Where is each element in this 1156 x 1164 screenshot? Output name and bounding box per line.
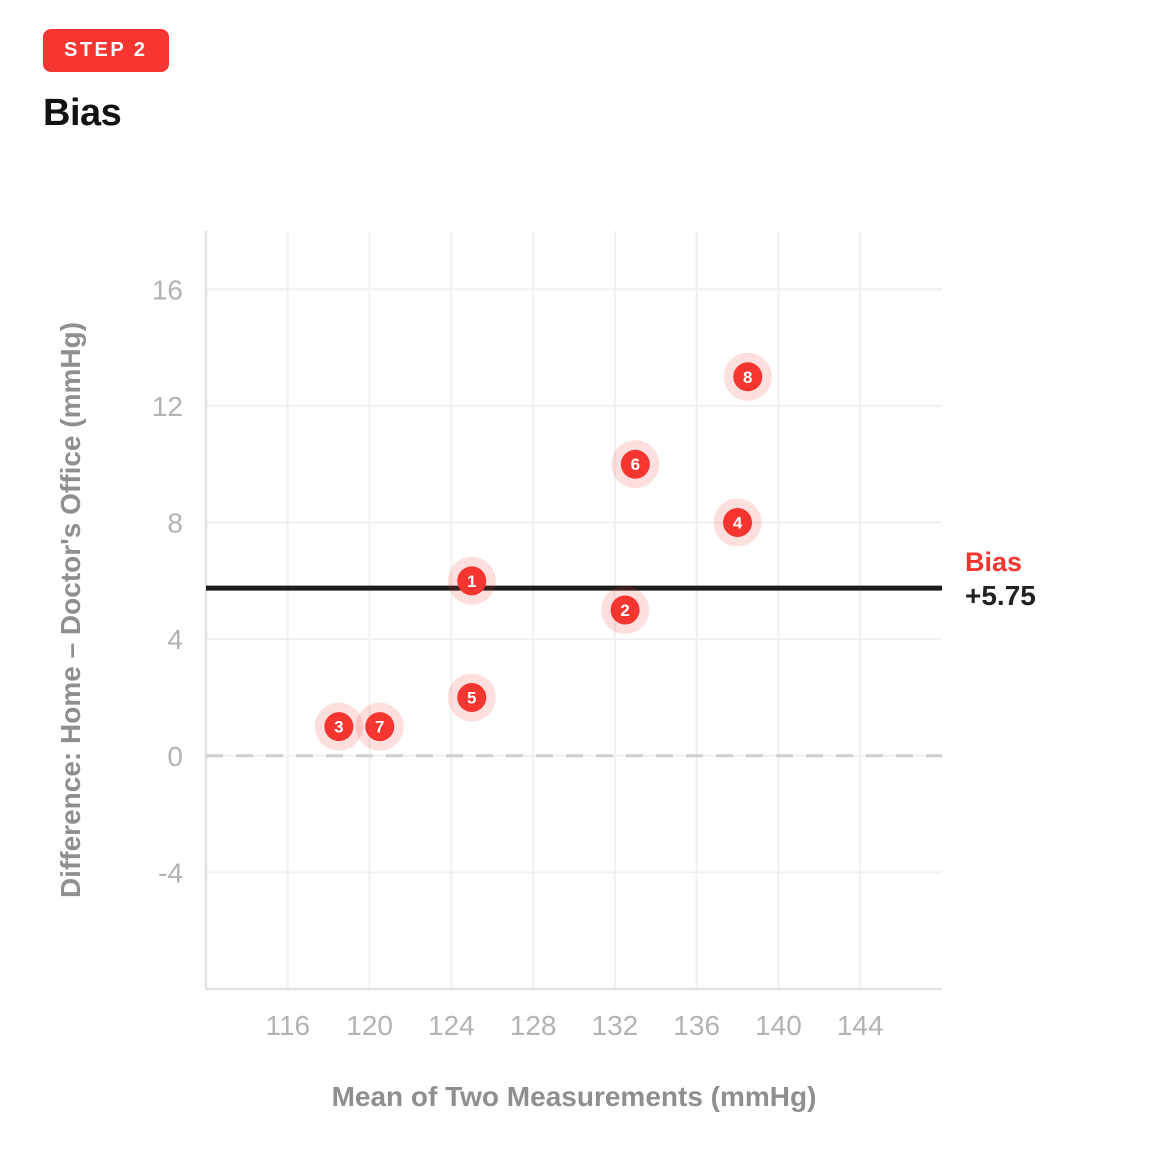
x-tick-label: 128 bbox=[510, 1010, 557, 1041]
x-tick-label: 136 bbox=[673, 1010, 720, 1041]
y-tick-label: 4 bbox=[167, 624, 183, 655]
y-tick-label: -4 bbox=[158, 857, 183, 888]
page-title: Bias bbox=[43, 92, 122, 134]
x-tick-label: 140 bbox=[755, 1010, 802, 1041]
data-point[interactable] bbox=[324, 712, 354, 742]
y-tick-label: 0 bbox=[167, 741, 183, 772]
y-tick-label: 12 bbox=[152, 391, 183, 422]
data-point[interactable] bbox=[723, 508, 753, 538]
y-tick-label: 16 bbox=[152, 274, 183, 305]
y-tick-label: 8 bbox=[167, 508, 183, 539]
x-tick-label: 132 bbox=[592, 1010, 639, 1041]
data-point-number: 5 bbox=[467, 688, 476, 707]
y-axis-title: Difference: Home – Doctor's Office (mmHg… bbox=[55, 322, 86, 898]
data-point-number: 2 bbox=[620, 601, 629, 620]
data-point[interactable] bbox=[365, 712, 395, 742]
data-point[interactable] bbox=[610, 595, 640, 625]
data-point-number: 8 bbox=[743, 368, 752, 387]
data-point-number: 3 bbox=[334, 718, 343, 737]
x-tick-label: 120 bbox=[346, 1010, 393, 1041]
step-badge-label: STEP 2 bbox=[64, 39, 148, 61]
x-axis-title: Mean of Two Measurements (mmHg) bbox=[332, 1081, 817, 1112]
step-badge: STEP 2 bbox=[43, 29, 169, 72]
bias-annotation-value: +5.75 bbox=[965, 580, 1036, 611]
data-point[interactable] bbox=[457, 682, 487, 712]
data-point[interactable] bbox=[457, 566, 487, 596]
data-point-number: 4 bbox=[733, 514, 743, 533]
data-point[interactable] bbox=[733, 362, 763, 392]
x-tick-label: 116 bbox=[265, 1010, 310, 1041]
bias-annotation-label: Bias bbox=[965, 547, 1022, 577]
data-point-number: 6 bbox=[631, 455, 640, 474]
data-point-number: 7 bbox=[375, 718, 384, 737]
x-tick-label: 144 bbox=[837, 1010, 884, 1041]
data-point[interactable] bbox=[620, 449, 650, 479]
x-tick-label: 124 bbox=[428, 1010, 475, 1041]
data-point-number: 1 bbox=[467, 572, 476, 591]
